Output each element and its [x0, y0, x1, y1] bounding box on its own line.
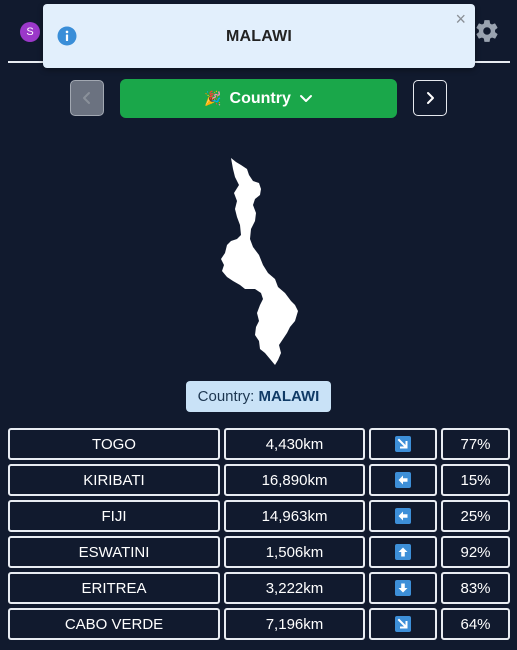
guess-row: ERITREA 3,222km 83% — [8, 572, 510, 604]
toast-close-button[interactable]: × — [455, 9, 466, 29]
guess-direction — [369, 464, 437, 496]
chevron-down-icon — [299, 94, 312, 102]
arrow-southeast-icon — [395, 616, 411, 632]
info-icon — [57, 26, 77, 46]
arrow-north-icon — [395, 544, 411, 560]
guess-distance: 4,430km — [224, 428, 365, 460]
arrow-west-icon — [395, 508, 411, 524]
guess-distance: 16,890km — [224, 464, 365, 496]
user-avatar[interactable]: S — [20, 22, 40, 42]
mode-dropdown-button[interactable]: 🎉 Country — [120, 79, 397, 118]
answer-toast: MALAWI × — [43, 4, 475, 68]
guess-country: ERITREA — [8, 572, 220, 604]
guess-distance: 1,506km — [224, 536, 365, 568]
guess-distance: 3,222km — [224, 572, 365, 604]
guess-percent: 92% — [441, 536, 510, 568]
guess-distance: 7,196km — [224, 608, 365, 640]
guess-percent: 77% — [441, 428, 510, 460]
guess-distance: 14,963km — [224, 500, 365, 532]
guess-percent: 64% — [441, 608, 510, 640]
guess-row: KIRIBATI 16,890km 15% — [8, 464, 510, 496]
guess-direction — [369, 428, 437, 460]
mode-label: Country — [229, 89, 291, 107]
chevron-right-icon — [427, 92, 434, 104]
guess-country: CABO VERDE — [8, 608, 220, 640]
gear-icon[interactable] — [474, 18, 500, 44]
answer-value: MALAWI — [258, 388, 320, 405]
guess-percent: 83% — [441, 572, 510, 604]
guess-direction — [369, 572, 437, 604]
guess-percent: 25% — [441, 500, 510, 532]
party-popper-icon: 🎉 — [204, 90, 222, 106]
guess-country: TOGO — [8, 428, 220, 460]
guess-country: ESWATINI — [8, 536, 220, 568]
guess-percent: 15% — [441, 464, 510, 496]
guess-direction — [369, 500, 437, 532]
next-button[interactable] — [413, 80, 447, 116]
answer-badge: Country: MALAWI — [186, 381, 331, 412]
guess-direction — [369, 608, 437, 640]
guess-row: CABO VERDE 7,196km 64% — [8, 608, 510, 640]
guess-country: KIRIBATI — [8, 464, 220, 496]
answer-label: Country: — [197, 388, 255, 405]
arrow-west-icon — [395, 472, 411, 488]
guess-direction — [369, 536, 437, 568]
guess-country: FIJI — [8, 500, 220, 532]
guess-row: FIJI 14,963km 25% — [8, 500, 510, 532]
guess-row: TOGO 4,430km 77% — [8, 428, 510, 460]
country-silhouette — [221, 158, 298, 365]
arrow-southeast-icon — [395, 436, 411, 452]
toast-title: MALAWI — [225, 28, 293, 45]
guess-row: ESWATINI 1,506km 92% — [8, 536, 510, 568]
chevron-left-icon — [83, 92, 90, 104]
arrow-south-icon — [395, 580, 411, 596]
previous-button[interactable] — [70, 80, 104, 116]
